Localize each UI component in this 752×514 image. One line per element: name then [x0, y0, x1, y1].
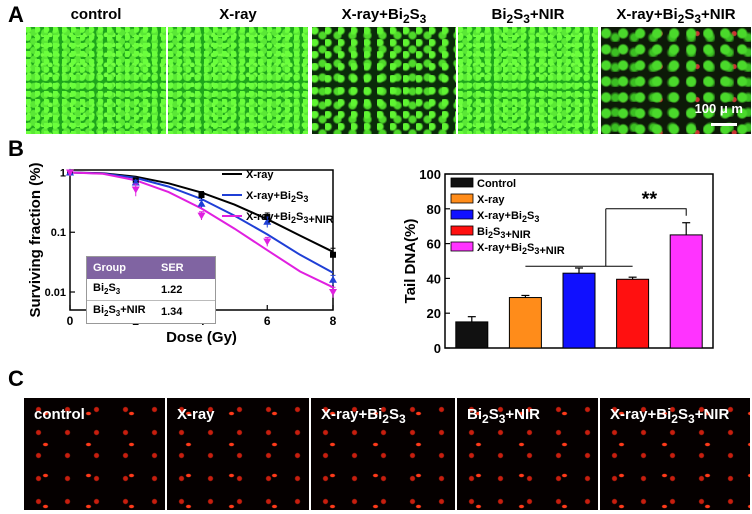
- data-point: [329, 275, 337, 283]
- y-tick-label: 40: [427, 271, 441, 286]
- panel-a-title-xray-bi2s3: X-ray+Bi2S3: [341, 6, 427, 26]
- data-point: [66, 169, 74, 177]
- x-axis-label: Dose (Gy): [166, 329, 237, 346]
- legend-swatch-2: [450, 209, 474, 220]
- legend-label-2: X-ray+Bi2S3+NIR: [246, 211, 334, 226]
- bar-2: [562, 272, 596, 349]
- micrograph-xray-bi2s3-nir: 100 μ m: [601, 27, 751, 134]
- ser-table-row-bi2s3-group: Bi2S3: [93, 282, 121, 297]
- bar-legend: Control X-ray X-ray+Bi2S3 Bi2S3+NIRX-ray+Bi…: [450, 177, 565, 257]
- ser-table-row-bi2s3-nir-value: 1.34: [161, 305, 183, 318]
- x-tick-label: 6: [264, 314, 271, 328]
- micrograph-control: [26, 27, 166, 134]
- ser-table-header-ser: SER: [161, 262, 184, 274]
- panel-a-title-xray-bi2s3-nir: X-ray+Bi2S3+NIR: [616, 6, 736, 26]
- ser-table-row-bi2s3-value: 1.22: [161, 283, 183, 296]
- panel-a-title-xray: X-ray: [219, 6, 257, 23]
- y-tick-label: 80: [427, 202, 441, 217]
- survival-points: [66, 168, 337, 298]
- y-axis-label: Surviving fraction (%): [27, 162, 44, 317]
- ser-table: Group SER Bi2S3 1.22 Bi2S3+NIR 1.34: [86, 256, 216, 324]
- data-point: [263, 217, 272, 225]
- legend-label-0: X-ray: [246, 169, 274, 181]
- bar-1: [508, 297, 542, 349]
- legend-swatch-3: [450, 225, 474, 236]
- micrograph-bi2s3-nir: [458, 27, 598, 134]
- bar-0: [455, 321, 489, 349]
- x-tick-label: 8: [330, 314, 337, 328]
- y-tick-label: 0.1: [51, 227, 66, 239]
- ser-table-row-bi2s3-nir-group: Bi2S3+NIR: [93, 304, 146, 319]
- comet-image-control: control: [24, 398, 165, 510]
- micrograph-xray: [168, 27, 308, 134]
- data-point: [197, 199, 206, 207]
- significance-bracket: [525, 208, 687, 267]
- panel-c-title-xray-bi2s3: X-ray+Bi2S3: [321, 406, 406, 426]
- panel-c-title-bi2s3-nir: Bi2S3+NIR: [467, 406, 540, 426]
- legend-label-3: Bi2S3+NIR: [477, 226, 531, 241]
- ser-table-header-group: Group: [93, 262, 126, 274]
- y-axis-label: Tail DNA(%): [402, 219, 419, 304]
- legend-swatch-4: [450, 241, 474, 252]
- scale-bar-label: 100 μ m: [694, 101, 743, 116]
- panel-c-title-control: control: [34, 406, 85, 423]
- panel-label-b: B: [8, 136, 24, 161]
- micrograph-xray-bi2s3: [312, 27, 456, 134]
- x-tick-label: 0: [67, 314, 74, 328]
- data-point: [330, 251, 336, 258]
- data-point: [263, 238, 272, 246]
- survival-legend: X-ray X-ray+Bi2S3 X-ray+Bi2S3+NIR: [222, 169, 334, 226]
- panel-a-title-control: control: [70, 6, 122, 23]
- data-point: [131, 186, 140, 194]
- panel-a-title-bi2s3-nir: Bi2S3+NIR: [491, 6, 565, 26]
- legend-swatch-1: [450, 193, 474, 204]
- data-point: [329, 289, 337, 297]
- y-tick-label: 20: [427, 306, 441, 321]
- legend-label-2: X-ray+Bi2S3: [477, 210, 539, 224]
- comet-image-xray-bi2s3: X-ray+Bi2S3: [311, 398, 455, 510]
- y-tick-label: 0.01: [45, 287, 66, 299]
- bar-3: [616, 278, 650, 349]
- data-point: [198, 191, 205, 198]
- legend-label-4: X-ray+Bi2S3+NIR: [477, 242, 565, 257]
- scale-bar: [711, 123, 737, 126]
- y-tick-label: 1: [60, 167, 66, 179]
- panel-c-title-xray: X-ray: [177, 406, 215, 423]
- bar-bars: **: [455, 188, 703, 349]
- panel-label-a: A: [8, 2, 24, 27]
- legend-label-1: X-ray+Bi2S3: [246, 190, 308, 204]
- y-tick-label: 0: [434, 341, 441, 356]
- comet-image-bi2s3-nir: Bi2S3+NIR: [457, 398, 598, 510]
- data-point: [197, 212, 206, 220]
- panel-c-title-xray-bi2s3-nir: X-ray+Bi2S3+NIR: [610, 406, 730, 426]
- bar-4: [669, 234, 703, 349]
- tail-dna-chart: 0 20 40 60 80 100 Tail DNA(%) ** Control X-ray X…: [402, 167, 714, 356]
- legend-label-0: Control: [477, 178, 516, 190]
- fit-curve-2: [69, 171, 334, 289]
- significance-marker: **: [642, 188, 658, 210]
- y-tick-label: 100: [419, 167, 441, 182]
- y-tick-label: 60: [427, 237, 441, 252]
- panel-label-c: C: [8, 366, 24, 391]
- legend-swatch-0: [450, 177, 474, 188]
- bar-axes: 0 20 40 60 80 100 Tail DNA(%): [402, 167, 714, 356]
- comet-image-xray-bi2s3-nir: X-ray+Bi2S3+NIR: [600, 398, 750, 510]
- comet-image-xray: X-ray: [167, 398, 309, 510]
- legend-label-1: X-ray: [477, 194, 505, 206]
